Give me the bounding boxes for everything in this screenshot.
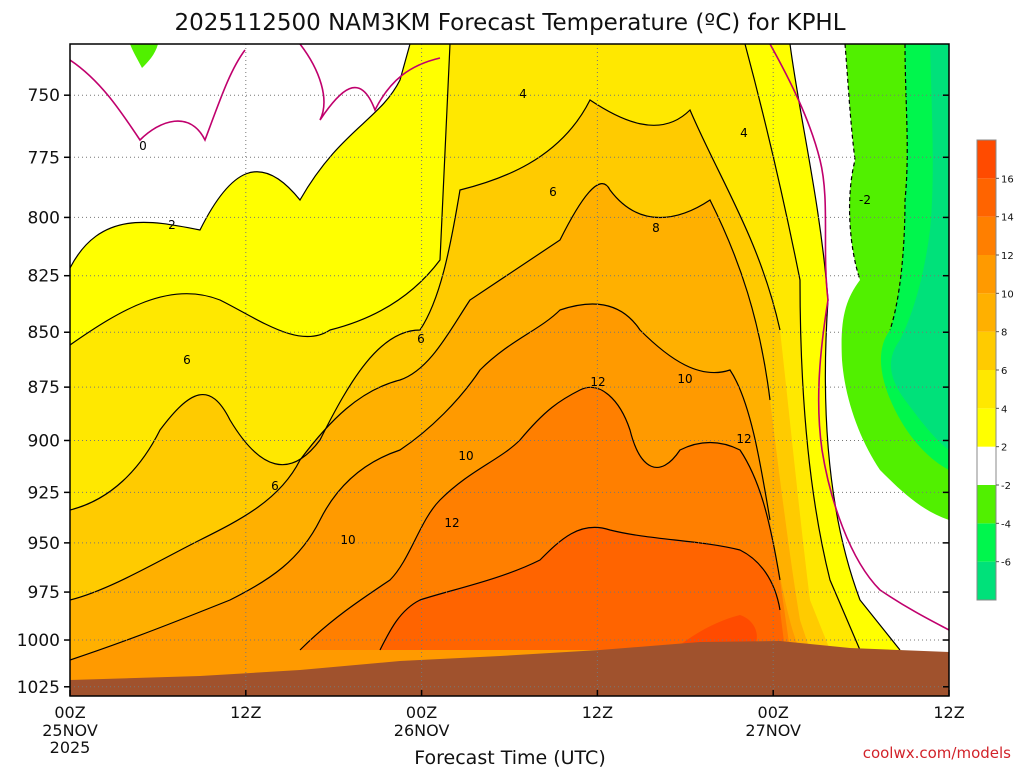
y-tick-label: 775	[28, 148, 60, 168]
y-tick-label: 975	[28, 583, 60, 603]
contour-label: 0	[139, 139, 147, 153]
contour-label: 4	[519, 87, 527, 101]
colorbar-segment	[977, 561, 996, 600]
colorbar-segment	[977, 255, 996, 294]
x-tick-label: 00Z	[758, 703, 789, 722]
colorbar-label: 6	[1001, 366, 1007, 377]
y-tick-label: 750	[28, 86, 60, 106]
contour-label: 4	[740, 126, 748, 140]
colorbar-segment	[977, 408, 996, 447]
credit-text: coolwx.com/models	[863, 744, 1011, 762]
contour-label: 12	[590, 375, 605, 389]
contour-label: 6	[417, 332, 425, 346]
x-tick-date: 25NOV	[42, 721, 98, 740]
colorbar: 16 14 12 10 8 6 4 2 -2 -4 -6	[976, 139, 1014, 601]
fill-neg6-neg8	[890, 44, 949, 450]
x-tick-label: 12Z	[230, 703, 261, 722]
y-tick-label: 1025	[17, 678, 60, 698]
colorbar-segment	[977, 216, 996, 255]
colorbar-segment	[977, 485, 996, 524]
colorbar-label: 2	[1001, 443, 1007, 454]
contour-label: -2	[859, 193, 871, 207]
colorbar-label: -4	[1001, 519, 1011, 530]
y-tick-label: 800	[28, 208, 60, 228]
colorbar-label: 12	[1001, 251, 1014, 262]
ground-terrain	[70, 641, 949, 696]
y-tick-label: 825	[28, 267, 60, 287]
fill-16-18	[680, 615, 757, 645]
colorbar-label: -6	[1001, 558, 1011, 569]
colorbar-segment	[977, 293, 996, 332]
fill-neg2-small	[130, 44, 158, 68]
y-tick-label: 950	[28, 534, 60, 554]
colorbar-segment	[977, 523, 996, 562]
x-tick-label: 12Z	[582, 703, 613, 722]
contour-label: 2	[168, 218, 176, 232]
chart-title: 2025112500 NAM3KM Forecast Temperature (…	[174, 10, 845, 36]
contour-label: 6	[183, 353, 191, 367]
colorbar-segment	[977, 446, 996, 485]
x-tick-date: 26NOV	[394, 721, 450, 740]
y-tick-label: 900	[28, 431, 60, 451]
colorbar-segment	[977, 370, 996, 409]
contour-label: 6	[549, 185, 557, 199]
x-tick-year: 2025	[50, 738, 91, 757]
colorbar-label: 16	[1001, 174, 1014, 185]
x-tick-label: 00Z	[406, 703, 437, 722]
temperature-fill-regions	[70, 44, 949, 696]
colorbar-label: 8	[1001, 328, 1007, 339]
contour-label: 12	[444, 516, 459, 530]
contour-label: 10	[340, 533, 355, 547]
x-tick-label: 00Z	[54, 703, 85, 722]
y-tick-label: 1000	[17, 631, 60, 651]
contour-label: 8	[652, 221, 660, 235]
y-tick-label: 850	[28, 323, 60, 343]
x-tick-date: 27NOV	[745, 721, 801, 740]
contour-label: 6	[271, 479, 279, 493]
contour-label: 10	[677, 372, 692, 386]
contour-label: 12	[736, 432, 751, 446]
contour-label: 10	[458, 449, 473, 463]
colorbar-label: -2	[1001, 481, 1011, 492]
x-tick-label: 12Z	[933, 703, 964, 722]
y-tick-label: 925	[28, 483, 60, 503]
y-tick-label: 875	[28, 378, 60, 398]
plot-frame	[69, 43, 950, 697]
colorbar-label: 4	[1001, 404, 1007, 415]
colorbar-segment	[977, 140, 996, 179]
colorbar-segment	[977, 331, 996, 370]
colorbar-segment	[977, 178, 996, 217]
x-axis-title: Forecast Time (UTC)	[414, 747, 605, 768]
colorbar-label: 10	[1001, 289, 1014, 300]
fill-14-16	[380, 527, 785, 650]
colorbar-label: 14	[1001, 213, 1014, 224]
